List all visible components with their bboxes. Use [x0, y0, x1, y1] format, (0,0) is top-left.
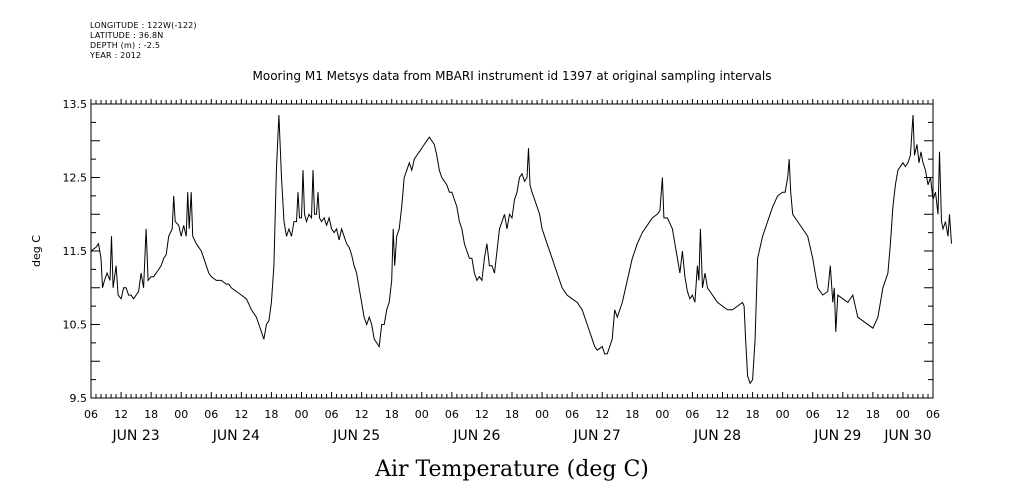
x-date-label: JUN 25 — [332, 428, 380, 444]
x-tick-label: 00 — [415, 408, 429, 421]
x-tick-label: 06 — [325, 408, 339, 421]
y-tick-label: 12.5 — [63, 172, 88, 185]
y-axis: 9.5 10.5 11.5 12.5 13.5 — [63, 98, 933, 405]
chart-title: Mooring M1 Metsys data from MBARI instru… — [253, 69, 772, 83]
metadata-block: LONGITUDE : 122W(-122) LATITUDE : 36.8N … — [90, 21, 197, 61]
x-tick-label: 18 — [866, 408, 880, 421]
x-axis: 06 12 18 00 06 12 18 00 06 12 18 00 06 12 18 00 06 12 18 00… — [84, 99, 940, 444]
x-tick-label: 06 — [565, 408, 579, 421]
x-tick-label: 06 — [445, 408, 459, 421]
x-tick-label: 00 — [295, 408, 309, 421]
x-tick-label: 18 — [746, 408, 760, 421]
x-date-label: JUN 30 — [883, 428, 931, 444]
y-axis-label: deg C — [30, 235, 43, 267]
x-tick-label: 12 — [595, 408, 609, 421]
y-tick-label: 10.5 — [63, 319, 88, 332]
x-tick-label: 06 — [926, 408, 940, 421]
x-tick-label: 18 — [144, 408, 158, 421]
year-text: YEAR : 2012 — [90, 51, 142, 60]
longitude-text: LONGITUDE : 122W(-122) — [90, 21, 197, 30]
x-tick-label: 00 — [896, 408, 910, 421]
x-date-label: JUN 28 — [693, 428, 741, 444]
depth-text: DEPTH (m) : -2.5 — [90, 41, 161, 50]
x-tick-label: 18 — [264, 408, 278, 421]
y-tick-label: 13.5 — [63, 98, 88, 111]
x-date-label: JUN 24 — [212, 428, 260, 444]
x-date-label: JUN 23 — [112, 428, 160, 444]
x-date-label: JUN 29 — [813, 428, 861, 444]
x-date-label: JUN 27 — [573, 428, 621, 444]
x-tick-label: 00 — [174, 408, 188, 421]
x-tick-label: 18 — [625, 408, 639, 421]
x-tick-label: 12 — [475, 408, 489, 421]
x-tick-label: 06 — [685, 408, 699, 421]
x-date-label: JUN 26 — [452, 428, 500, 444]
x-axis-label: Air Temperature (deg C) — [374, 457, 649, 482]
x-tick-label: 00 — [655, 408, 669, 421]
x-tick-label: 06 — [204, 408, 218, 421]
x-tick-label: 12 — [234, 408, 248, 421]
latitude-text: LATITUDE : 36.8N — [90, 31, 164, 40]
x-tick-label: 12 — [716, 408, 730, 421]
x-tick-label: 00 — [776, 408, 790, 421]
y-tick-label: 9.5 — [70, 392, 88, 405]
x-tick-label: 18 — [505, 408, 519, 421]
x-tick-label: 06 — [84, 408, 98, 421]
x-tick-label: 00 — [535, 408, 549, 421]
x-tick-label: 18 — [385, 408, 399, 421]
x-tick-label: 06 — [806, 408, 820, 421]
x-tick-label: 12 — [114, 408, 128, 421]
series-line — [90, 114, 952, 385]
y-tick-label: 11.5 — [63, 245, 88, 258]
plot-frame — [90, 103, 934, 399]
x-tick-label: 12 — [836, 408, 850, 421]
x-tick-label: 12 — [355, 408, 369, 421]
